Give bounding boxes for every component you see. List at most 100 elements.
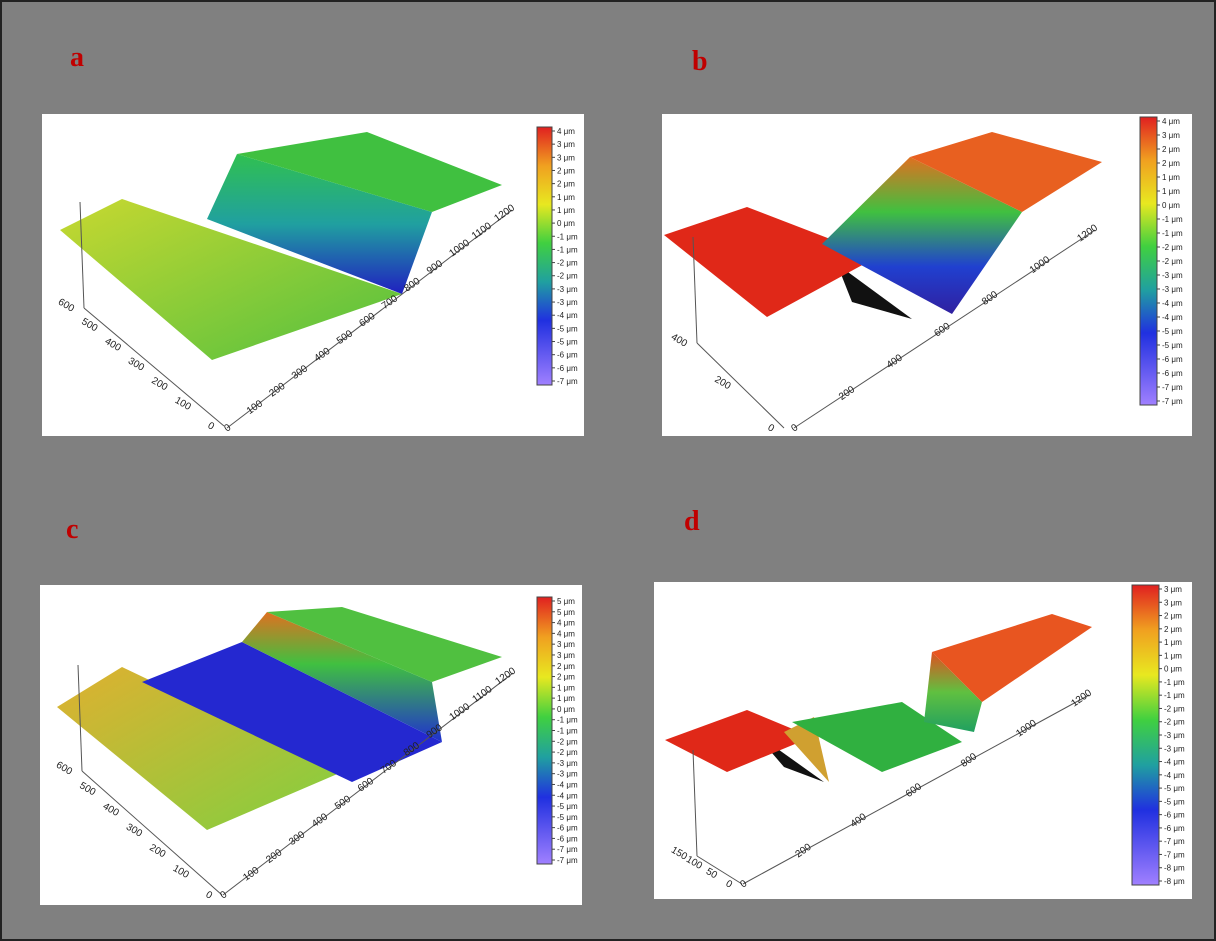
colorbar xyxy=(537,597,552,864)
axis-line xyxy=(693,750,697,856)
colorbar-label: -6 μm xyxy=(1162,355,1183,364)
colorbar-label: -6 μm xyxy=(557,834,578,843)
colorbar-label: 1 μm xyxy=(557,683,575,692)
colorbar-label: 3 μm xyxy=(557,640,575,649)
colorbar-label: 2 μm xyxy=(557,673,575,682)
colorbar-label: 3 μm xyxy=(557,153,575,162)
x-tick-label: 600 xyxy=(904,781,924,800)
x-tick-label: 1100 xyxy=(470,220,494,242)
y-tick-label: 100 xyxy=(171,863,191,881)
colorbar xyxy=(1140,117,1157,405)
colorbar-label: -8 μm xyxy=(1164,864,1185,873)
colorbar-label: -5 μm xyxy=(557,802,578,811)
x-tick-label: 1200 xyxy=(492,202,517,224)
axis-line xyxy=(697,343,784,428)
colorbar-label: 1 μm xyxy=(557,193,575,202)
colorbar-label: 4 μm xyxy=(557,629,575,638)
x-tick-label: 400 xyxy=(885,352,905,371)
x-tick-label: 300 xyxy=(290,363,310,382)
colorbar-label: -7 μm xyxy=(1162,397,1183,406)
colorbar-label: -6 μm xyxy=(1164,824,1185,833)
colorbar-label: 1 μm xyxy=(1164,638,1182,647)
colorbar-label: 2 μm xyxy=(1164,612,1182,621)
colorbar-label: 0 μm xyxy=(557,219,575,228)
colorbar-label: 3 μm xyxy=(557,651,575,660)
colorbar-label: -2 μm xyxy=(557,748,578,757)
colorbar-label: -1 μm xyxy=(557,716,578,725)
colorbar-label: -7 μm xyxy=(1162,383,1183,392)
colorbar-label: -4 μm xyxy=(1162,313,1183,322)
colorbar-label: 4 μm xyxy=(1162,117,1180,126)
y-tick-label: 100 xyxy=(684,854,704,872)
colorbar-label: -1 μm xyxy=(1164,691,1185,700)
colorbar-label: -4 μm xyxy=(557,311,578,320)
colorbar-label: -5 μm xyxy=(1162,327,1183,336)
colorbar-label: -3 μm xyxy=(557,770,578,779)
x-tick-label: 500 xyxy=(335,328,355,347)
colorbar-label: -3 μm xyxy=(1164,731,1185,740)
x-tick-label: 0 xyxy=(789,422,800,434)
x-tick-label: 1200 xyxy=(1075,222,1100,244)
colorbar-label: 4 μm xyxy=(557,127,575,136)
y-tick-label: 200 xyxy=(147,842,167,860)
y-tick-label: 400 xyxy=(669,332,689,350)
y-tick-label: 0 xyxy=(204,889,215,902)
colorbar-label: -2 μm xyxy=(557,737,578,746)
colorbar-label: 1 μm xyxy=(1164,651,1182,660)
colorbar-label: -6 μm xyxy=(1164,811,1185,820)
colorbar-label: -4 μm xyxy=(557,791,578,800)
colorbar-label: -2 μm xyxy=(557,272,578,281)
colorbar-label: -7 μm xyxy=(1164,850,1185,859)
axis-line xyxy=(80,202,84,308)
colorbar-label: -6 μm xyxy=(557,824,578,833)
colorbar-label: -2 μm xyxy=(1162,243,1183,252)
colorbar-label: 3 μm xyxy=(557,140,575,149)
colorbar-label: 0 μm xyxy=(1164,665,1182,674)
colorbar-label: -5 μm xyxy=(1164,784,1185,793)
colorbar xyxy=(1132,585,1159,885)
colorbar-label: -7 μm xyxy=(1164,837,1185,846)
x-tick-label: 200 xyxy=(837,384,857,403)
colorbar-label: -1 μm xyxy=(557,245,578,254)
colorbar-label: -7 μm xyxy=(557,845,578,854)
colorbar-label: -6 μm xyxy=(557,364,578,373)
y-tick-label: 400 xyxy=(101,801,121,819)
colorbar-label: -2 μm xyxy=(1164,718,1185,727)
x-tick-label: 200 xyxy=(794,841,814,860)
axis-line xyxy=(697,856,742,884)
x-tick-label: 600 xyxy=(932,321,952,340)
colorbar-label: -7 μm xyxy=(557,856,578,865)
x-tick-label: 1000 xyxy=(1014,718,1039,740)
colorbar-label: 1 μm xyxy=(1162,187,1180,196)
x-tick-label: 400 xyxy=(310,811,330,830)
colorbar-label: -1 μm xyxy=(557,727,578,736)
colorbar-label: 3 μm xyxy=(1162,131,1180,140)
colorbar-label: 2 μm xyxy=(1162,145,1180,154)
panel-label: c xyxy=(66,514,78,546)
figure: a b c d 01002003004005006000100200300400… xyxy=(0,0,1216,941)
colorbar-label: -3 μm xyxy=(1162,271,1183,280)
colorbar-label: -5 μm xyxy=(557,813,578,822)
x-tick-label: 600 xyxy=(357,311,377,330)
colorbar-label: -4 μm xyxy=(557,780,578,789)
y-tick-label: 0 xyxy=(206,420,217,433)
colorbar-label: 1 μm xyxy=(557,206,575,215)
colorbar-label: -3 μm xyxy=(557,285,578,294)
panel-label: b xyxy=(692,46,708,78)
colorbar-label: 5 μm xyxy=(557,597,575,606)
panel-label: d xyxy=(684,506,700,538)
x-tick-label: 1100 xyxy=(470,684,494,706)
colorbar-label: 4 μm xyxy=(557,619,575,628)
colorbar-label: -5 μm xyxy=(1162,341,1183,350)
colorbar-label: 5 μm xyxy=(557,608,575,617)
y-tick-label: 300 xyxy=(124,822,144,840)
colorbar-label: -5 μm xyxy=(1164,797,1185,806)
y-tick-label: 0 xyxy=(724,878,735,891)
colorbar-label: -5 μm xyxy=(557,338,578,347)
x-tick-label: 400 xyxy=(312,346,332,365)
surface-plot: 0100200300400500600010020030040050060070… xyxy=(42,114,584,436)
x-tick-label: 1200 xyxy=(493,665,518,687)
x-tick-label: 300 xyxy=(287,829,307,848)
colorbar-label: -2 μm xyxy=(1164,704,1185,713)
